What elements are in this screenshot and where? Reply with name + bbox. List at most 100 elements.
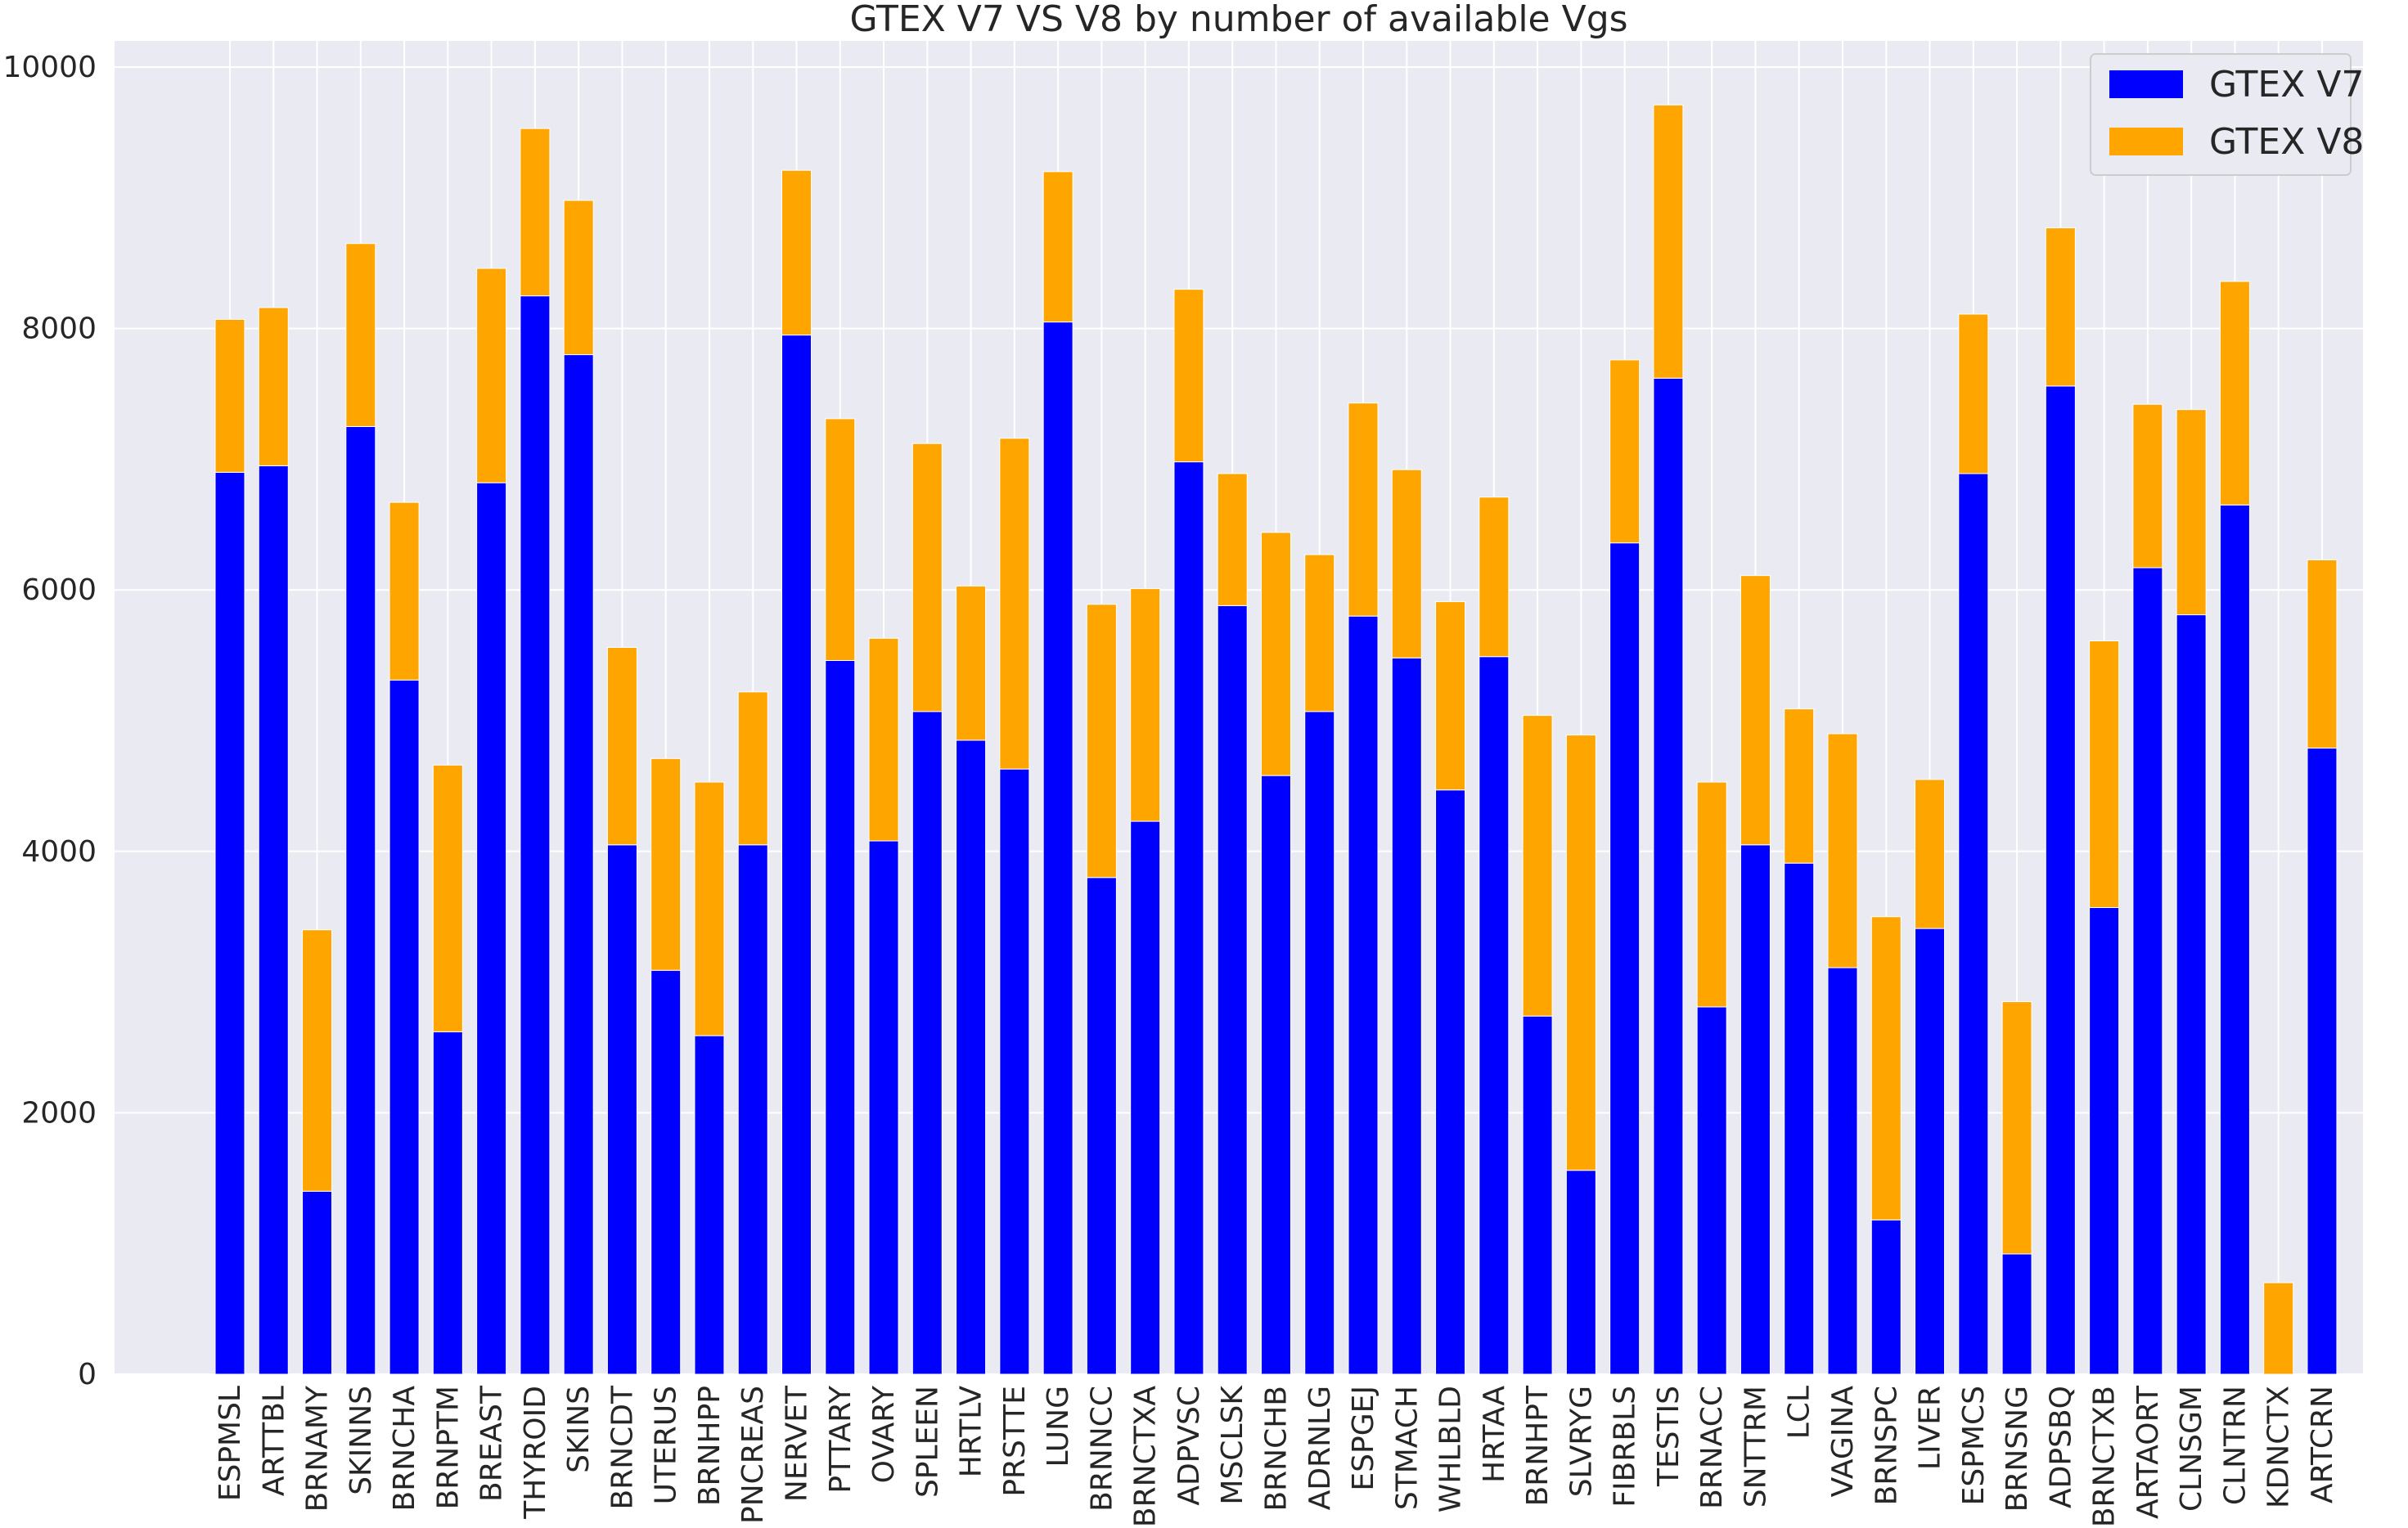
bar-gtex-v8-testis [1653, 104, 1684, 379]
legend-swatch-gtex-v7 [2109, 70, 2183, 98]
bar-gtex-v8-espmcs [1958, 313, 1989, 474]
x-tick-label: LUNG [1042, 1386, 1075, 1467]
legend: GTEX V7 GTEX V8 [2090, 53, 2364, 176]
y-tick-label: 6000 [21, 573, 97, 607]
bar-gtex-v7-pncreas [737, 844, 768, 1375]
bar-gtex-v7-skinns [345, 425, 376, 1375]
x-tick-label: KDNCTX [2262, 1386, 2296, 1508]
bar-gtex-v7-ovary [868, 840, 899, 1375]
x-tick-label: BRNHPT [1521, 1385, 1555, 1506]
x-tick-label: ADRNLG [1303, 1386, 1337, 1510]
x-tick-label: ADPVSC [1172, 1386, 1206, 1506]
x-tick-label: HRTLV [955, 1386, 988, 1478]
x-tick-label: SNTTRM [1739, 1386, 1772, 1508]
bar-gtex-v7-brnamy [302, 1190, 333, 1375]
bar-gtex-v7-fibrbls [1609, 542, 1641, 1375]
bar-gtex-v8-thyroid [520, 128, 551, 297]
bar-gtex-v7-clntrn [2219, 504, 2250, 1375]
bar-gtex-v7-whlbld [1435, 789, 1466, 1375]
bar-gtex-v7-pttary [825, 659, 856, 1375]
bar-gtex-v8-adpsbq [2045, 227, 2076, 387]
bar-gtex-v8-vagina [1827, 733, 1858, 968]
bar-gtex-v7-msclsk [1217, 604, 1248, 1375]
x-tick-label: LCL [1783, 1386, 1816, 1439]
bar-gtex-v7-adpvsc [1173, 461, 1204, 1375]
y-tick-label: 8000 [21, 312, 97, 346]
bar-gtex-v8-spleen [911, 443, 943, 712]
x-tick-label: OVARY [867, 1385, 901, 1483]
x-tick-label: ESPMSL [214, 1386, 247, 1501]
bar-gtex-v7-brnctxa [1130, 820, 1161, 1375]
bar-gtex-v8-skinns [345, 243, 376, 427]
bar-gtex-v7-brnchb [1260, 775, 1291, 1375]
x-tick-label: HRTAA [1478, 1386, 1511, 1483]
x-tick-label: THYROID [519, 1386, 552, 1520]
bar-gtex-v7-brnhpt [1522, 1015, 1553, 1375]
bar-gtex-v8-arttbl [258, 307, 289, 466]
bar-gtex-v7-hrtaa [1479, 656, 1510, 1375]
bar-gtex-v8-adpvsc [1173, 289, 1204, 463]
bar-gtex-v7-brnsng [2001, 1253, 2032, 1375]
bar-gtex-v8-snttrm [1740, 575, 1771, 846]
bar-gtex-v8-brnhpp [694, 781, 725, 1036]
bar-gtex-v7-brnncc [1086, 877, 1117, 1375]
x-tick-label: UTERUS [650, 1386, 683, 1504]
bar-gtex-v8-artaort [2132, 403, 2163, 569]
x-tick-label: ARTTBL [257, 1386, 290, 1496]
bar-gtex-v8-brnacc [1696, 781, 1727, 1008]
x-tick-label: ARTAORT [2131, 1385, 2165, 1519]
bar-gtex-v7-brnptm [432, 1031, 463, 1375]
bar-gtex-v7-adrnlg [1304, 711, 1335, 1375]
bar-gtex-v7-liver [1915, 928, 1946, 1375]
x-tick-label: SKINNS [344, 1386, 378, 1495]
x-tick-label: ADPSBQ [2044, 1386, 2077, 1508]
x-tick-label: BRNSNG [2001, 1386, 2034, 1512]
bars [214, 104, 2338, 1375]
bar-gtex-v7-clnsgm [2176, 614, 2207, 1375]
bar-gtex-v7-nervet [781, 335, 812, 1375]
bar-gtex-v7-breast [476, 482, 507, 1375]
y-tick-label: 0 [78, 1358, 97, 1391]
bar-gtex-v8-espgej [1348, 402, 1379, 617]
x-tick-label: SPLEEN [911, 1386, 944, 1498]
bar-gtex-v7-stmach [1391, 657, 1422, 1375]
x-tick-label: ESPMCS [1957, 1386, 1991, 1505]
bar-gtex-v7-brnspc [1870, 1219, 1902, 1375]
bar-gtex-v8-brnsng [2001, 1001, 2032, 1255]
bar-gtex-v7-thyroid [520, 295, 551, 1375]
y-tick-label: 10000 [2, 51, 97, 84]
x-tick-label: ESPGEJ [1347, 1386, 1380, 1491]
bar-gtex-v8-skins [563, 200, 594, 356]
x-tick-label: WHLBLD [1434, 1386, 1468, 1512]
x-tick-label: BRNCDT [605, 1385, 639, 1509]
x-tick-label: FIBRBLS [1609, 1386, 1642, 1508]
bar-gtex-v7-brncha [389, 679, 420, 1375]
bar-gtex-v8-brnamy [302, 929, 333, 1192]
x-tick-label: VAGINA [1826, 1386, 1860, 1498]
x-tick-label: ARTCRN [2306, 1386, 2339, 1503]
x-tick-label: BRNACC [1695, 1386, 1729, 1509]
x-tick-label: STMACH [1390, 1386, 1424, 1510]
bar-gtex-v7-artaort [2132, 567, 2163, 1375]
bar-gtex-v8-clnsgm [2176, 409, 2207, 616]
x-tick-label: BRNHPP [693, 1386, 727, 1506]
bar-gtex-v8-stmach [1391, 469, 1422, 658]
bar-gtex-v8-brncha [389, 501, 420, 681]
x-tick-label: BRNCHA [388, 1386, 421, 1512]
bar-gtex-v7-artcrn [2307, 748, 2338, 1375]
x-tick-label: BRNPTM [431, 1386, 465, 1509]
bar-gtex-v7-uterus [650, 969, 682, 1375]
x-tick-label: NERVET [781, 1385, 814, 1502]
bar-gtex-v8-brnptm [432, 764, 463, 1032]
bar-gtex-v7-espgej [1348, 615, 1379, 1375]
bar-gtex-v8-prstte [999, 438, 1030, 770]
x-tick-label: BRNCHB [1259, 1386, 1293, 1512]
x-tick-label: PTTARY [824, 1385, 857, 1494]
bar-gtex-v7-hrtlv [956, 739, 987, 1375]
bar-gtex-v8-fibrbls [1609, 359, 1641, 544]
bar-gtex-v8-clntrn [2219, 281, 2250, 506]
bar-gtex-v8-hrtaa [1479, 497, 1510, 658]
bar-gtex-v7-spleen [911, 711, 943, 1375]
x-axis-ticks: ESPMSL ARTTBL BRNAMY SKINNS BRNCHA BRNPTM BREA… [214, 1385, 2339, 1528]
y-tick-label: 4000 [21, 835, 97, 869]
